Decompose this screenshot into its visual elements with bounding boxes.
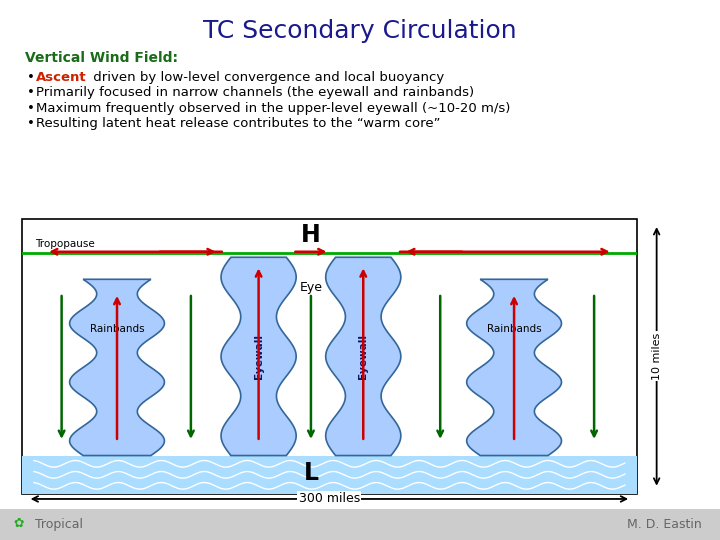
Text: •: • [27,117,35,130]
Text: Rainbands: Rainbands [90,324,144,334]
Bar [22,456,637,494]
Polygon shape [467,279,562,456]
Text: ✿: ✿ [13,517,24,530]
Text: Eyewall: Eyewall [359,334,368,379]
Text: Maximum frequently observed in the upper-level eyewall (~10-20 m/s): Maximum frequently observed in the upper… [36,102,510,114]
Text: •: • [27,86,35,99]
Text: Tropical: Tropical [35,518,83,531]
Text: Resulting latent heat release contributes to the “warm core”: Resulting latent heat release contribute… [36,117,441,130]
Text: Rainbands: Rainbands [487,324,541,334]
Polygon shape [325,257,401,456]
Text: 300 miles: 300 miles [299,492,360,505]
Text: Tropopause: Tropopause [35,239,95,249]
Text: Eyewall: Eyewall [253,334,264,379]
Text: 10 miles: 10 miles [652,333,662,380]
Text: driven by low-level convergence and local buoyancy: driven by low-level convergence and loca… [89,71,444,84]
Text: TC Secondary Circulation: TC Secondary Circulation [203,19,517,43]
Polygon shape [221,257,296,456]
Text: Eye: Eye [300,281,323,294]
Text: Primarily focused in narrow channels (the eyewall and rainbands): Primarily focused in narrow channels (th… [36,86,474,99]
Text: •: • [27,71,35,84]
Text: Vertical Wind Field:: Vertical Wind Field: [25,51,179,65]
Text: M. D. Eastin: M. D. Eastin [627,518,702,531]
Text: Ascent: Ascent [36,71,86,84]
Text: L: L [303,462,318,485]
Polygon shape [70,279,164,456]
Text: •: • [27,102,35,114]
Text: H: H [301,223,321,247]
